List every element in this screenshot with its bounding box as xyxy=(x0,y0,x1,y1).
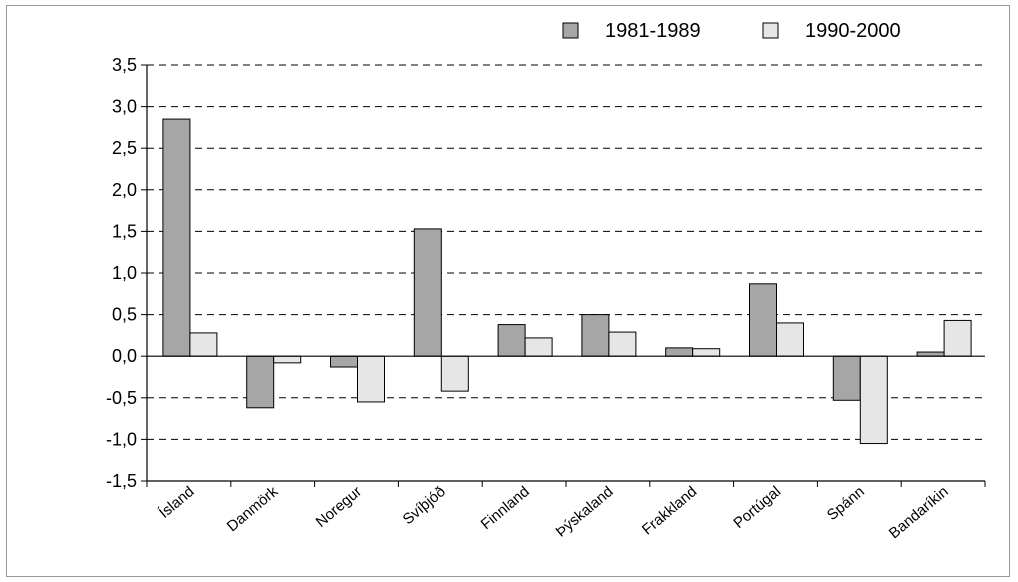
x-category-label: Spánn xyxy=(824,483,868,524)
bar-series2 xyxy=(943,319,972,357)
bar-series1 xyxy=(497,324,526,357)
bar-chart: -1,5 -1,0 -0,5 0,0 0,5 1,0 1,5 2,0 2,5 3,0 3,5 Ísla… xyxy=(106,20,986,542)
bar-series2 xyxy=(524,337,553,357)
legend-swatch xyxy=(562,22,579,39)
bar-series2 xyxy=(859,355,888,445)
bar-series2 xyxy=(440,355,469,392)
x-category-label: Þýskaland xyxy=(553,483,617,541)
bar-series2 xyxy=(189,332,218,357)
chart-frame: -1,5 -1,0 -0,5 0,0 0,5 1,0 1,5 2,0 2,5 3,0 3,5 Ísla… xyxy=(6,5,1010,577)
x-category-label: Ísland xyxy=(156,483,198,522)
y-tick-label: 0,0 xyxy=(112,346,137,366)
x-category-label: Svíþjóð xyxy=(400,483,449,528)
y-tick-label: 3,0 xyxy=(112,97,137,117)
bar-series1 xyxy=(162,118,191,357)
y-tick-label: -1,5 xyxy=(106,471,137,491)
y-tick-label: 0,5 xyxy=(112,305,137,325)
x-category-label: Noregur xyxy=(313,483,365,531)
y-tick-label: -1,0 xyxy=(106,429,137,449)
x-category-label: Portúgal xyxy=(730,483,784,532)
bar-series1 xyxy=(749,283,777,357)
bar-series1 xyxy=(581,314,610,357)
bar-series1 xyxy=(246,355,275,409)
x-category-label: Finnland xyxy=(478,483,533,533)
bar-series1 xyxy=(413,228,442,357)
y-tick-label: 2,5 xyxy=(112,138,137,158)
x-category-label: Frakkland xyxy=(639,483,700,538)
bar-series2 xyxy=(357,355,385,403)
legend-label: 1990-2000 xyxy=(805,20,901,42)
bar-series2 xyxy=(692,348,721,357)
bar-series2 xyxy=(273,355,302,364)
bar-series1 xyxy=(832,355,861,401)
bar-series2 xyxy=(776,322,804,357)
legend-label: 1981-1989 xyxy=(605,20,701,42)
y-tick-label: 2,0 xyxy=(112,180,137,200)
y-tick-label: 3,5 xyxy=(112,55,137,75)
bar-series1 xyxy=(665,347,694,357)
bar-series1 xyxy=(916,351,945,357)
y-tick-label: -0,5 xyxy=(106,388,137,408)
bar-series1 xyxy=(330,355,358,368)
y-tick-label: 1,5 xyxy=(112,221,137,241)
x-category-label: Bandaríkin xyxy=(886,483,952,542)
bar-series2 xyxy=(608,331,637,357)
x-category-label: Danmörk xyxy=(224,483,282,535)
legend-swatch xyxy=(762,22,779,39)
y-tick-label: 1,0 xyxy=(112,263,137,283)
